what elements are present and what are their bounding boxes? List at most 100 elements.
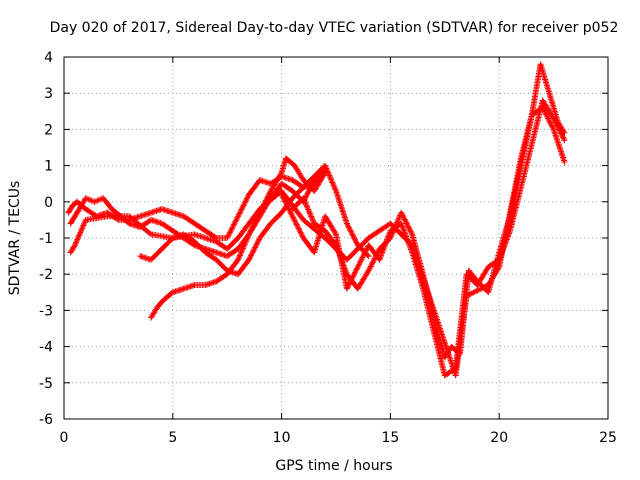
data-point <box>447 355 454 362</box>
data-point <box>495 265 502 272</box>
data-point <box>405 223 412 230</box>
data-point <box>225 232 232 239</box>
data-point <box>248 251 255 258</box>
data-point <box>305 206 312 213</box>
data-point <box>299 232 305 239</box>
data-point <box>543 112 550 119</box>
data-point <box>401 215 407 222</box>
data-point <box>338 256 345 263</box>
data-point <box>406 225 413 232</box>
data-point <box>547 119 554 126</box>
data-point <box>400 226 407 233</box>
x-tick-label: 10 <box>273 430 291 446</box>
data-point <box>236 210 243 217</box>
data-point <box>77 228 84 235</box>
data-point <box>237 207 244 214</box>
data-point <box>326 173 333 180</box>
x-tick-label: 5 <box>168 430 177 446</box>
data-point <box>293 221 300 228</box>
data-point <box>539 104 546 111</box>
data-point <box>233 215 240 222</box>
data-point <box>265 192 272 199</box>
data-point <box>469 290 475 297</box>
data-point <box>354 263 361 270</box>
data-point <box>345 281 352 288</box>
data-point <box>253 241 260 248</box>
data-point <box>398 221 405 228</box>
data-point <box>359 254 366 261</box>
data-point <box>73 238 80 245</box>
data-point <box>345 223 352 230</box>
data-point <box>92 198 99 205</box>
data-point <box>229 224 236 231</box>
data-point <box>355 262 362 269</box>
data-point <box>352 269 359 276</box>
data-point <box>351 270 358 277</box>
data-point <box>243 196 250 203</box>
data-point <box>345 224 352 231</box>
data-point <box>240 202 247 209</box>
data-point <box>360 251 367 258</box>
data-point <box>408 230 415 237</box>
data-point <box>235 213 242 220</box>
data-point <box>549 123 556 130</box>
data-point <box>478 285 485 292</box>
data-point <box>308 213 315 220</box>
data-point <box>354 265 361 272</box>
data-point <box>84 195 91 202</box>
data-point <box>561 158 568 165</box>
data-point <box>352 268 359 275</box>
data-layer <box>65 61 568 379</box>
data-point <box>82 195 89 202</box>
data-point <box>79 223 86 230</box>
data-point <box>248 225 255 232</box>
data-point <box>331 185 338 192</box>
data-point <box>343 269 350 276</box>
data-point <box>369 260 376 267</box>
data-point <box>235 255 242 262</box>
data-point <box>76 230 83 237</box>
data-point <box>234 214 241 221</box>
data-point <box>305 207 312 214</box>
data-point <box>244 235 251 242</box>
data-point <box>560 135 567 142</box>
data-point <box>471 288 478 295</box>
data-point <box>345 282 352 289</box>
data-point <box>347 227 354 234</box>
data-point <box>402 217 409 224</box>
chart-title: Day 020 of 2017, Sidereal Day-to-day VTE… <box>50 20 619 36</box>
data-point <box>91 198 98 205</box>
data-point <box>78 226 85 233</box>
data-point <box>375 248 382 255</box>
data-point <box>342 268 349 275</box>
data-point <box>344 284 351 291</box>
data-point <box>289 213 296 220</box>
data-point <box>245 231 252 238</box>
data-point <box>399 224 406 231</box>
data-point <box>307 212 314 219</box>
data-point <box>242 198 249 205</box>
data-point <box>368 262 375 269</box>
data-point <box>463 292 470 299</box>
data-point <box>401 216 408 223</box>
data-point <box>226 229 233 236</box>
data-point <box>241 199 248 206</box>
data-point <box>80 221 87 228</box>
data-point <box>277 171 284 178</box>
data-point <box>248 227 254 234</box>
data-point <box>224 235 231 241</box>
data-point <box>350 272 357 279</box>
data-point <box>248 252 254 259</box>
data-point <box>398 209 405 216</box>
data-point <box>393 220 400 227</box>
data-point <box>72 240 79 247</box>
data-point <box>88 197 95 204</box>
data-point <box>245 256 252 263</box>
data-point <box>285 205 292 212</box>
data-point <box>369 259 376 266</box>
data-point <box>366 266 373 273</box>
data-point <box>442 340 449 347</box>
data-series-track-4 <box>148 155 329 321</box>
data-point <box>474 287 481 294</box>
